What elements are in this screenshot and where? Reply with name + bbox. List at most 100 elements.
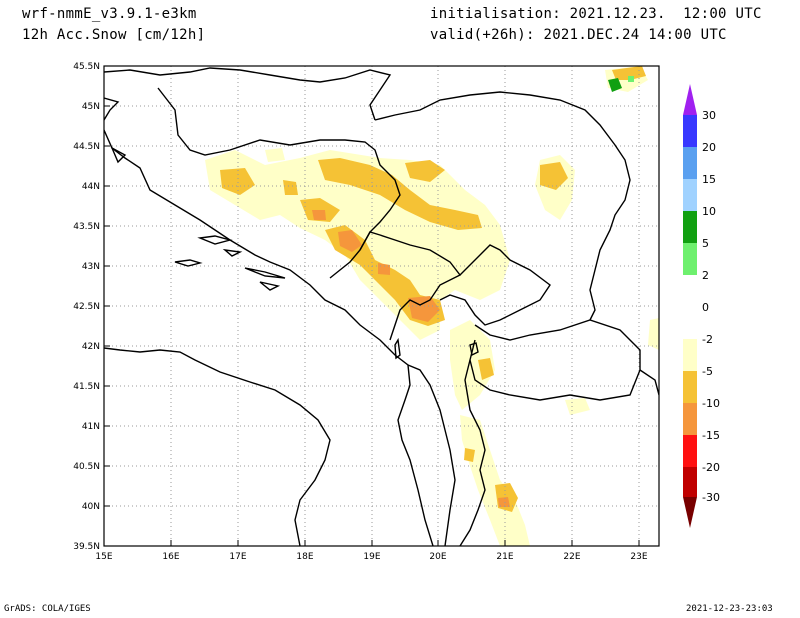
lat-label: 39.5N	[73, 542, 100, 552]
snow-area-heavy	[498, 497, 510, 507]
legend-swatch	[683, 307, 697, 339]
snow-area-medium	[478, 358, 494, 380]
lon-label: 23E	[630, 552, 647, 562]
lat-label: 44.5N	[73, 142, 100, 152]
legend-bottom-arrow	[683, 497, 697, 528]
axis-ticks	[104, 105, 640, 546]
valid-time: valid(+26h): 2021.DEC.24 14:00 UTC	[430, 27, 727, 43]
lon-label: 15E	[95, 552, 112, 562]
legend-swatch	[683, 275, 697, 307]
color-legend: 30 20 15 10 5 2 0 -2 -5 -10 -15 -20 -30	[683, 84, 720, 528]
footer-timestamp: 2021-12-23-23:03	[686, 604, 773, 614]
legend-label: 10	[702, 205, 716, 218]
legend-swatch	[683, 211, 697, 243]
legend-swatch	[683, 403, 697, 435]
legend-swatch	[683, 339, 697, 371]
coastlines-borders	[104, 67, 659, 546]
legend-label: 30	[702, 109, 716, 122]
lat-label: 40N	[82, 502, 100, 512]
lon-label: 16E	[162, 552, 179, 562]
legend-label: -15	[702, 429, 720, 442]
snow-area-light	[265, 148, 285, 162]
lon-label: 17E	[229, 552, 246, 562]
field-title: 12h Acc.Snow [cm/12h]	[22, 27, 206, 43]
italy-coast	[104, 347, 331, 546]
kosovo-border	[439, 244, 551, 326]
serbia-border	[374, 91, 631, 321]
legend-label: -10	[702, 397, 720, 410]
lat-label: 41N	[82, 422, 100, 432]
island	[222, 248, 243, 257]
legend-swatch	[683, 243, 697, 275]
snow-area-medium	[464, 448, 475, 462]
map-grid	[104, 66, 659, 546]
snow-area-medium	[612, 66, 646, 80]
snow-fields	[205, 66, 659, 546]
snow-area-light	[450, 320, 495, 410]
snow-area-heavy	[338, 230, 362, 252]
lake	[394, 337, 401, 360]
map-frame	[103, 65, 660, 547]
greece-border	[639, 369, 659, 396]
snow-area-light	[648, 318, 659, 350]
island	[110, 146, 127, 164]
island	[244, 267, 286, 279]
snow-area-light	[460, 415, 530, 546]
istria-coast	[104, 97, 120, 121]
legend-label: -2	[702, 333, 713, 346]
legend-label: 15	[702, 173, 716, 186]
legend-swatch	[683, 115, 697, 147]
island	[197, 235, 233, 245]
lon-label: 20E	[429, 552, 446, 562]
legend-swatch	[683, 179, 697, 211]
lat-label: 40.5N	[73, 462, 100, 472]
snow-area-medium	[540, 162, 568, 190]
legend-label: 20	[702, 141, 716, 154]
island	[174, 259, 203, 267]
north-border	[104, 67, 392, 121]
albania-border	[459, 359, 486, 546]
legend-top-arrow	[683, 84, 697, 115]
init-time: initialisation: 2021.12.23. 12:00 UTC	[430, 6, 762, 22]
island	[259, 281, 281, 291]
lake	[469, 342, 479, 357]
lon-label: 22E	[563, 552, 580, 562]
legend-swatch	[683, 435, 697, 467]
snow-area-medium	[405, 160, 445, 182]
legend-label: 0	[702, 301, 709, 314]
adriatic-east-coast	[104, 129, 434, 546]
lon-label: 19E	[363, 552, 380, 562]
lat-label: 43.5N	[73, 222, 100, 232]
legend-label: -30	[702, 491, 720, 504]
lon-labels: 15E 16E 17E 18E 19E 20E 21E 22E 23E	[95, 552, 647, 562]
legend-swatch	[683, 147, 697, 179]
snow-area-medium	[220, 168, 255, 195]
macedonia-border	[469, 319, 641, 401]
legend-swatch	[683, 371, 697, 403]
lat-label: 45N	[82, 102, 100, 112]
lat-label: 44N	[82, 182, 100, 192]
snow-area-heavy	[312, 210, 326, 220]
legend-label: 2	[702, 269, 709, 282]
albania-inner	[407, 364, 456, 546]
snow-area-heavy	[378, 263, 390, 275]
lon-label: 21E	[496, 552, 513, 562]
footer-credit: GrADS: COLA/IGES	[4, 604, 91, 614]
legend-label: -5	[702, 365, 713, 378]
lat-label: 41.5N	[73, 382, 100, 392]
legend-swatch	[683, 467, 697, 497]
legend-label: -20	[702, 461, 720, 474]
snow-area-lightgreen	[628, 76, 634, 82]
legend-label: 5	[702, 237, 709, 250]
snow-area-green	[608, 78, 622, 92]
lat-labels: 45.5N 45N 44.5N 44N 43.5N 43N 42.5N 42N …	[73, 62, 100, 552]
snow-area-medium	[283, 180, 298, 195]
snow-area-light	[565, 398, 590, 415]
lat-label: 45.5N	[73, 62, 100, 72]
lat-label: 42.5N	[73, 302, 100, 312]
lon-label: 18E	[296, 552, 313, 562]
lat-label: 43N	[82, 262, 100, 272]
lat-label: 42N	[82, 342, 100, 352]
model-title: wrf-nmmE_v3.9.1-e3km	[22, 6, 197, 22]
